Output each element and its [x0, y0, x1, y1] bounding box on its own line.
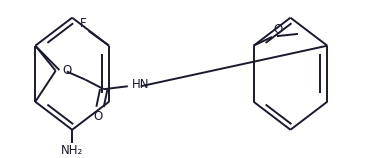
Text: F: F: [80, 17, 87, 30]
Text: O: O: [273, 23, 282, 36]
Text: NH₂: NH₂: [61, 144, 83, 158]
Text: O: O: [62, 64, 71, 77]
Text: HN: HN: [131, 78, 149, 91]
Text: O: O: [94, 110, 103, 123]
